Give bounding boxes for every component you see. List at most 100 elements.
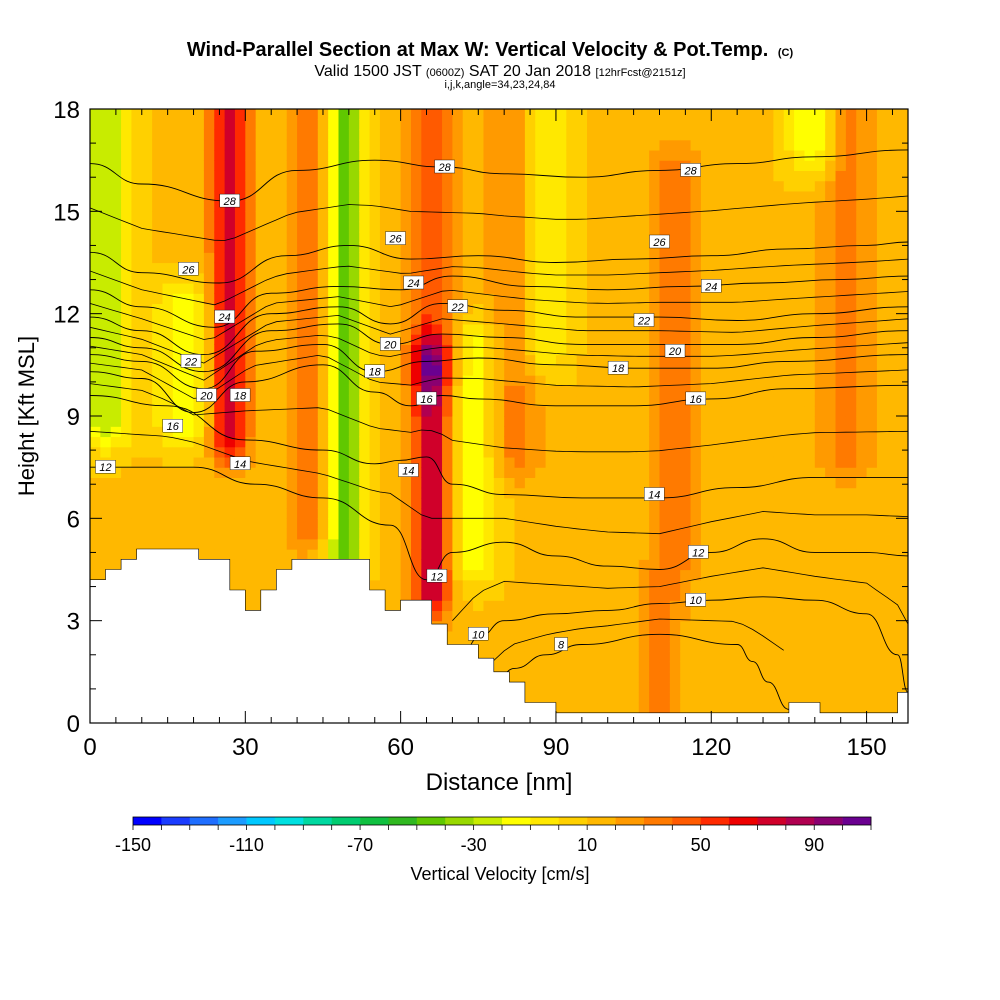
heatmap-cell xyxy=(245,405,257,417)
heatmap-cell xyxy=(576,549,588,560)
heatmap-cell xyxy=(276,272,288,284)
heatmap-cell xyxy=(348,231,360,243)
heatmap-cell xyxy=(421,579,433,591)
heatmap-cell xyxy=(524,364,536,376)
heatmap-cell xyxy=(224,129,236,141)
heatmap-cell xyxy=(462,497,474,509)
heatmap-cell xyxy=(473,282,485,294)
y-tick-label: 9 xyxy=(67,404,80,431)
heatmap-cell xyxy=(773,119,785,131)
heatmap-cell xyxy=(597,354,609,366)
heatmap-cell xyxy=(162,293,174,305)
heatmap-cell xyxy=(866,538,878,550)
heatmap-cell xyxy=(856,385,868,397)
heatmap-cell xyxy=(628,129,640,141)
heatmap-cell xyxy=(773,395,785,407)
heatmap-cell xyxy=(876,313,888,325)
contour-label: 26 xyxy=(649,234,670,249)
heatmap-cell xyxy=(649,426,661,438)
heatmap-cell xyxy=(866,252,878,264)
heatmap-cell xyxy=(245,149,257,161)
heatmap-cell xyxy=(379,262,391,274)
heatmap-cell xyxy=(876,559,888,571)
heatmap-cell xyxy=(504,364,516,376)
heatmap-cell xyxy=(421,334,433,345)
heatmap-cell xyxy=(276,497,288,509)
heatmap-cell xyxy=(680,477,692,489)
heatmap-cell xyxy=(317,160,329,171)
heatmap-cell xyxy=(545,569,557,581)
heatmap-cell xyxy=(255,344,267,356)
heatmap-cell xyxy=(338,221,350,233)
heatmap-cell xyxy=(214,518,226,530)
heatmap-cell xyxy=(794,630,806,642)
heatmap-cell xyxy=(566,661,578,673)
heatmap-cell xyxy=(473,293,485,305)
heatmap-cell xyxy=(493,497,505,509)
heatmap-cell xyxy=(338,426,350,438)
heatmap-cell xyxy=(369,477,381,489)
heatmap-cell xyxy=(628,149,640,161)
heatmap-cell xyxy=(359,282,371,294)
heatmap-cell xyxy=(731,149,743,161)
heatmap-cell xyxy=(110,180,122,192)
heatmap-cell xyxy=(493,661,505,673)
heatmap-cell xyxy=(731,180,743,192)
heatmap-cell xyxy=(245,467,257,478)
heatmap-cell xyxy=(783,252,795,264)
heatmap-cell xyxy=(576,661,588,673)
heatmap-cell xyxy=(162,456,174,468)
heatmap-cell xyxy=(421,272,433,284)
heatmap-cell xyxy=(162,119,174,131)
heatmap-cell xyxy=(421,160,433,171)
heatmap-cell xyxy=(286,375,298,386)
heatmap-cell xyxy=(607,518,619,530)
heatmap-cell xyxy=(524,303,536,315)
heatmap-cell xyxy=(410,344,422,356)
heatmap-cell xyxy=(597,405,609,417)
heatmap-cell xyxy=(628,559,640,571)
heatmap-cell xyxy=(576,620,588,632)
heatmap-cell xyxy=(514,467,526,478)
heatmap-cell xyxy=(690,630,702,642)
heatmap-cell xyxy=(711,497,723,509)
heatmap-cell xyxy=(514,549,526,560)
heatmap-cell xyxy=(680,364,692,376)
heatmap-cell xyxy=(131,149,143,161)
heatmap-cell xyxy=(804,487,816,499)
heatmap-cell xyxy=(866,282,878,294)
heatmap-cell xyxy=(514,149,526,161)
heatmap-cell xyxy=(493,201,505,212)
heatmap-cell xyxy=(773,620,785,632)
heatmap-cell xyxy=(618,344,630,356)
isentrope-intermediate xyxy=(452,567,908,625)
heatmap-cell xyxy=(649,282,661,294)
heatmap-cell xyxy=(297,303,309,315)
heatmap-cell xyxy=(276,538,288,550)
heatmap-cell xyxy=(897,262,908,274)
y-tick-label: 15 xyxy=(53,199,80,226)
heatmap-cell xyxy=(721,201,733,212)
heatmap-cell xyxy=(172,518,184,530)
heatmap-cell xyxy=(576,201,588,212)
heatmap-cell xyxy=(245,375,257,386)
heatmap-cell xyxy=(700,364,712,376)
heatmap-cell xyxy=(193,303,205,315)
heatmap-cell xyxy=(504,661,516,673)
heatmap-cell xyxy=(700,109,712,120)
heatmap-cell xyxy=(711,405,723,417)
heatmap-cell xyxy=(524,231,536,243)
heatmap-cell xyxy=(742,620,754,632)
heatmap-cell xyxy=(90,242,101,253)
heatmap-cell xyxy=(835,139,847,151)
heatmap-cell xyxy=(504,170,516,182)
heatmap-cell xyxy=(700,682,712,693)
heatmap-cell xyxy=(814,201,826,212)
heatmap-cell xyxy=(473,303,485,315)
heatmap-cell xyxy=(597,682,609,693)
heatmap-cell xyxy=(514,651,526,663)
heatmap-cell xyxy=(183,416,195,427)
heatmap-cell xyxy=(110,262,122,274)
heatmap-cell xyxy=(587,211,598,223)
heatmap-cell xyxy=(152,508,164,519)
